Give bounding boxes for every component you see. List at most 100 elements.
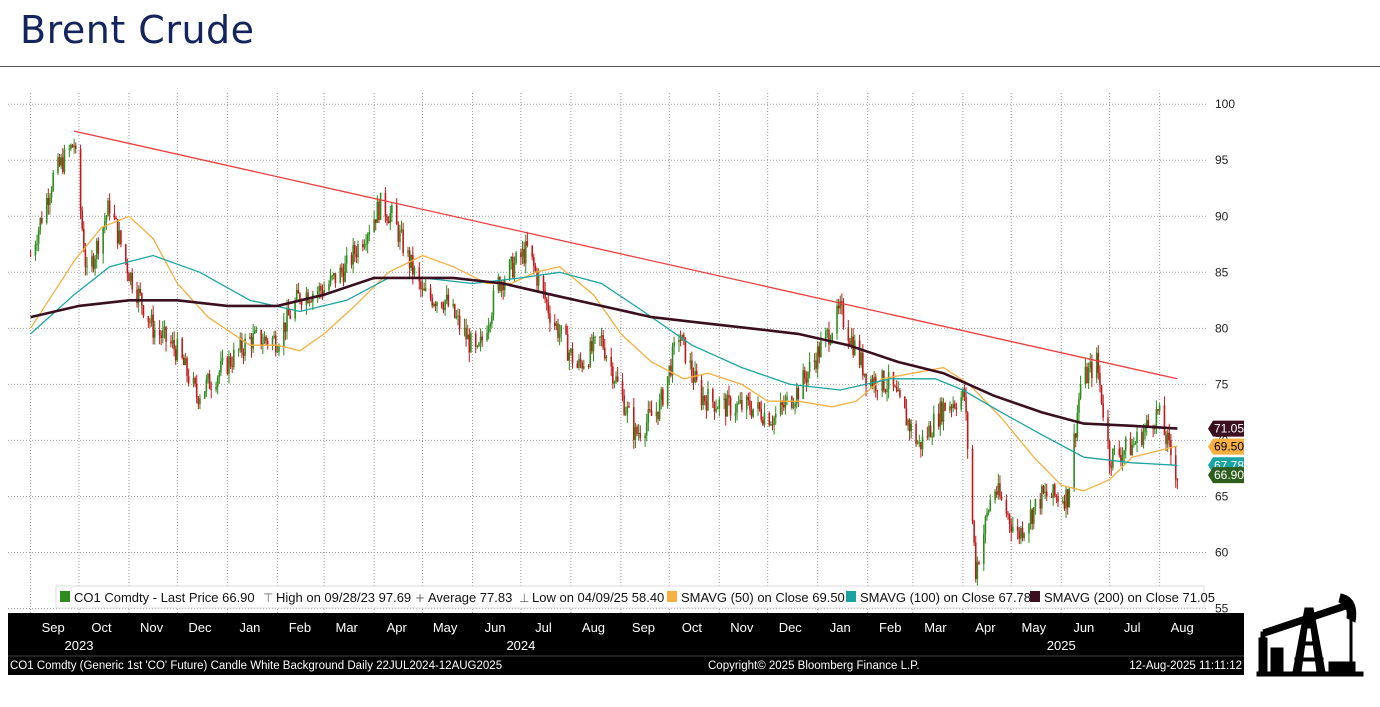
candle-body [1078,398,1080,413]
candle-body [474,333,477,347]
candle-body [271,337,274,345]
candle-body [468,334,471,353]
candle-body [976,562,979,579]
candle-body [160,335,163,338]
candle-body [203,391,206,399]
candle-body [502,282,504,291]
candle-body [339,267,342,284]
candle-body [289,315,292,319]
candle-body [634,426,637,441]
candle-body [873,376,875,387]
candle-body [808,362,811,373]
candle-body [113,213,116,218]
candle-body [847,327,850,341]
candle-body [894,386,896,388]
candle-body [921,436,924,450]
candle-body [1000,496,1003,500]
candle-body [81,210,83,229]
legend-label: High on 09/28/23 97.69 [276,590,411,605]
candle-body [436,302,438,307]
candle-body [237,349,240,351]
candle-body [792,406,795,408]
candle-body [91,256,93,267]
candle-body [355,254,358,258]
candle-body [1042,486,1045,493]
candle-body [218,372,221,378]
candle-body [1039,499,1042,509]
candle-body [41,217,43,223]
candle-body [650,410,653,416]
candle-body [79,149,82,211]
candle-body [52,172,54,191]
candle-body [965,397,967,413]
candle-body [276,351,279,353]
candle-body [534,265,537,271]
candle-body [368,232,371,235]
candle-body [973,520,975,543]
candle-body [1012,526,1014,532]
candle-body [691,360,693,376]
candle-body [523,249,525,264]
candle-body [362,243,364,248]
last-value-tag-label: 71.05 [1214,422,1244,436]
x-tick-label: May [1022,620,1047,635]
x-tick-label: Apr [975,620,996,635]
candle-body [1008,514,1011,525]
candle-body [1028,524,1030,534]
candle-body [813,360,816,363]
candle-body [187,375,190,384]
candle-body [739,400,742,403]
candle-body [520,252,522,258]
candle-body [702,395,704,405]
candle-body [283,322,285,347]
candle-body [150,314,153,323]
candle-body [208,373,211,389]
candle-body [524,241,527,264]
candle-body [807,372,809,383]
last-value-tag: 66.90 [1208,467,1244,484]
candle-body [863,373,866,376]
footer-timestamp: 12-Aug-2025 11:11:12 [1129,660,1242,672]
candle-body [587,366,590,368]
candle-body [487,326,490,333]
candle-body [345,255,348,264]
candle-body [58,157,61,166]
candle-body [723,398,725,400]
candle-body [568,352,571,361]
candle-body [70,144,72,149]
candle-body [476,346,479,348]
candle-body [828,329,830,345]
candle-body [1084,366,1087,385]
candle-body [102,227,104,254]
legend-marker: ⊤ [263,591,273,605]
y-tick-label: 100 [1215,97,1235,111]
last-value-tag-bg [1208,420,1244,437]
candle-body [1165,435,1167,445]
candle-body [470,333,472,353]
resistance-trendline [73,130,1178,380]
candle-body [962,388,964,398]
candle-body [216,377,219,388]
candle-body [173,340,175,350]
candle-body [397,224,400,242]
legend-box [55,585,1205,609]
candle-body [489,323,492,327]
candle-body [500,282,503,291]
y-axis: 556065707580859095100 [1215,97,1235,615]
candle-body [1168,432,1171,440]
candle-body [673,342,675,347]
candle-body [1147,419,1150,426]
candle-body [195,383,198,398]
candle-body [716,408,719,410]
candle-body [334,273,337,284]
candle-body [1033,507,1035,524]
legend-marker [846,591,856,602]
candle-body [86,266,88,268]
candle-body [803,370,806,379]
candle-body [1142,431,1145,446]
candle-body [444,300,446,310]
candle-body [1176,479,1179,481]
candle-body [1016,526,1019,531]
candle-body [434,303,437,307]
candle-body [907,420,909,426]
